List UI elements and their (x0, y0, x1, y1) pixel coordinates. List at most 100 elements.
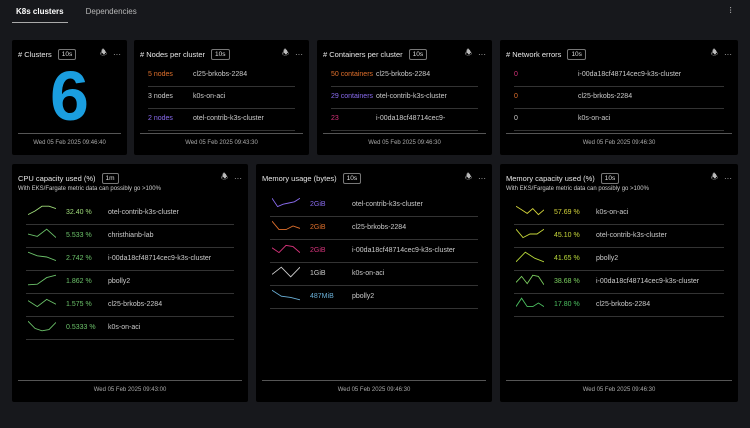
list-item[interactable]: 29 containers otel-contrib-k3s-cluster (331, 87, 478, 109)
list-item[interactable]: 1.575 % cl25-brkobs-2284 (26, 294, 234, 317)
page-more-icon[interactable]: ··· (725, 6, 736, 13)
metric-value: 0 (514, 71, 518, 79)
cluster-name: cl25-brkobs-2284 (352, 223, 407, 231)
tab-dependencies[interactable]: Dependencies (85, 7, 137, 16)
list-item[interactable]: 2.742 % i-00da18cf48714cec9-k3s-cluster (26, 248, 234, 271)
panel-timestamp: Wed 05 Feb 2025 09:43:00 (18, 380, 242, 402)
sparkline (271, 290, 301, 301)
cluster-name: otel-contrib-k3s-cluster (193, 115, 264, 123)
panel-timestamp: Wed 05 Feb 2025 09:46:40 (18, 133, 121, 155)
cluster-name: k0s-on-aci (352, 269, 385, 277)
metric-value: 0.5333 % (66, 323, 96, 331)
list-item[interactable]: 2 nodes otel-contrib-k3s-cluster (148, 109, 295, 131)
panel-title: # Containers per cluster (323, 49, 403, 59)
cluster-name: pbolly2 (352, 292, 375, 300)
tab-k8s-clusters[interactable]: K8s clusters (12, 0, 68, 23)
more-icon[interactable]: ··· (724, 173, 732, 183)
list-item[interactable]: 5.533 % christhianb-lab (26, 225, 234, 248)
metric-value: 17.80 % (554, 300, 580, 308)
metric-value: 3 nodes (148, 93, 173, 101)
cluster-name: otel-contrib-k3s-cluster (108, 208, 179, 216)
list-item[interactable]: 17.80 % cl25-brkobs-2284 (514, 294, 724, 317)
bell-icon[interactable]: 🕭 (281, 48, 289, 57)
sparkline-line (271, 221, 301, 231)
list-item[interactable]: 38.68 % i-00da18cf48714cec9-k3s-cluster (514, 271, 724, 294)
cluster-name: otel-contrib-k3s-cluster (376, 93, 447, 101)
panel-subtitle: With EKS/Fargate metric data can possibl… (18, 186, 161, 192)
tab-bar: K8s clusters Dependencies (12, 0, 141, 24)
cluster-name: i-00da18cf48714cec9- (376, 115, 446, 123)
metric-value: 38.68 % (554, 277, 580, 285)
list-item[interactable]: 0 k0s-on-aci (514, 109, 724, 131)
sparkline (515, 229, 545, 239)
list-item[interactable]: 2GiB cl25-brkobs-2284 (270, 217, 478, 240)
sparkline-line (27, 321, 57, 332)
list-item[interactable]: 0 cl25-brkobs-2284 (514, 87, 724, 109)
panel-subtitle: With EKS/Fargate metric data can possibl… (506, 186, 649, 192)
bell-icon[interactable]: 🕭 (464, 172, 472, 181)
list-item[interactable]: 2GiB otel-contrib-k3s-cluster (270, 194, 478, 217)
sparkline-line (27, 299, 57, 308)
sparkline-line (27, 275, 57, 286)
panel-header: # Network errors 10s 🕭 ··· (506, 47, 732, 61)
list-item[interactable]: 487MiB pbolly2 (270, 286, 478, 309)
nodes-panel: # Nodes per cluster 10s 🕭 ··· Wed 05 Feb … (134, 40, 309, 155)
cluster-name: k0s-on-aci (578, 115, 611, 123)
panel-header: # Nodes per cluster 10s 🕭 ··· (140, 47, 303, 61)
sparkline (27, 275, 57, 286)
cluster-name: pbolly2 (596, 254, 619, 262)
metric-value: 5.533 % (66, 231, 92, 239)
list-item[interactable]: 57.69 % k0s-on-aci (514, 202, 724, 225)
list-item[interactable]: 50 containers cl25-brkobs-2284 (331, 65, 478, 87)
bell-icon[interactable]: 🕭 (464, 48, 472, 57)
list-item[interactable]: 0.5333 % k0s-on-aci (26, 317, 234, 340)
cluster-name: cl25-brkobs-2284 (596, 300, 651, 308)
list-item[interactable]: 5 nodes cl25-brkobs-2284 (148, 65, 295, 87)
panel-timestamp: Wed 05 Feb 2025 09:46:30 (262, 380, 486, 402)
more-icon[interactable]: ··· (478, 49, 486, 59)
panel-timestamp: Wed 05 Feb 2025 09:43:30 (140, 133, 303, 155)
more-icon[interactable]: ··· (724, 49, 732, 59)
list-item[interactable]: 1GiB k0s-on-aci (270, 263, 478, 286)
list-item[interactable]: 23 i-00da18cf48714cec9- (331, 109, 478, 131)
metric-value: 487MiB (310, 292, 334, 300)
containers-panel: # Containers per cluster 10s 🕭 ··· Wed 05… (317, 40, 492, 155)
sparkline (515, 252, 545, 263)
list-item[interactable]: 32.40 % otel-contrib-k3s-cluster (26, 202, 234, 225)
sparkline (27, 299, 57, 308)
metric-value: 57.69 % (554, 208, 580, 216)
panel-header: # Clusters 10s 🕭 ··· (18, 47, 121, 61)
metric-value: 29 containers (331, 93, 374, 101)
sparkline-line (515, 252, 545, 263)
sparkline (271, 245, 301, 254)
more-icon[interactable]: ··· (234, 173, 242, 183)
list-item[interactable]: 45.10 % otel-contrib-k3s-cluster (514, 225, 724, 248)
sparkline (27, 206, 57, 216)
panel-header: Memory capacity used (%) 10s 🕭 ··· (506, 171, 732, 185)
refresh-badge: 10s (408, 48, 428, 60)
more-icon[interactable]: ··· (113, 49, 121, 59)
panel-header: Memory usage (bytes) 10s 🕭 ··· (262, 171, 486, 185)
bell-icon[interactable]: 🕭 (710, 48, 718, 57)
more-icon[interactable]: ··· (295, 49, 303, 59)
list-item[interactable]: 3 nodes k0s-on-aci (148, 87, 295, 109)
bell-icon[interactable]: 🕭 (710, 172, 718, 181)
panel-title: Memory capacity used (%) (506, 173, 595, 183)
sparkline-line (515, 229, 545, 239)
panel-title: # Nodes per cluster (140, 49, 206, 59)
bell-icon[interactable]: 🕭 (99, 48, 107, 57)
metric-value: 32.40 % (66, 208, 92, 216)
sparkline-line (27, 206, 57, 216)
sparkline-line (271, 198, 301, 208)
cluster-name: christhianb-lab (108, 231, 154, 239)
list-item[interactable]: 1.862 % pbolly2 (26, 271, 234, 294)
sparkline-line (515, 206, 545, 216)
list-item[interactable]: 2GiB i-00da18cf48714cec9-k3s-cluster (270, 240, 478, 263)
panel-title: # Network errors (506, 49, 562, 59)
bell-icon[interactable]: 🕭 (220, 172, 228, 181)
sparkline (515, 206, 545, 216)
list-item[interactable]: 0 i-00da18cf48714cec9-k3s-cluster (514, 65, 724, 87)
more-icon[interactable]: ··· (478, 173, 486, 183)
list-item[interactable]: 41.65 % pbolly2 (514, 248, 724, 271)
metric-value: 1.862 % (66, 277, 92, 285)
